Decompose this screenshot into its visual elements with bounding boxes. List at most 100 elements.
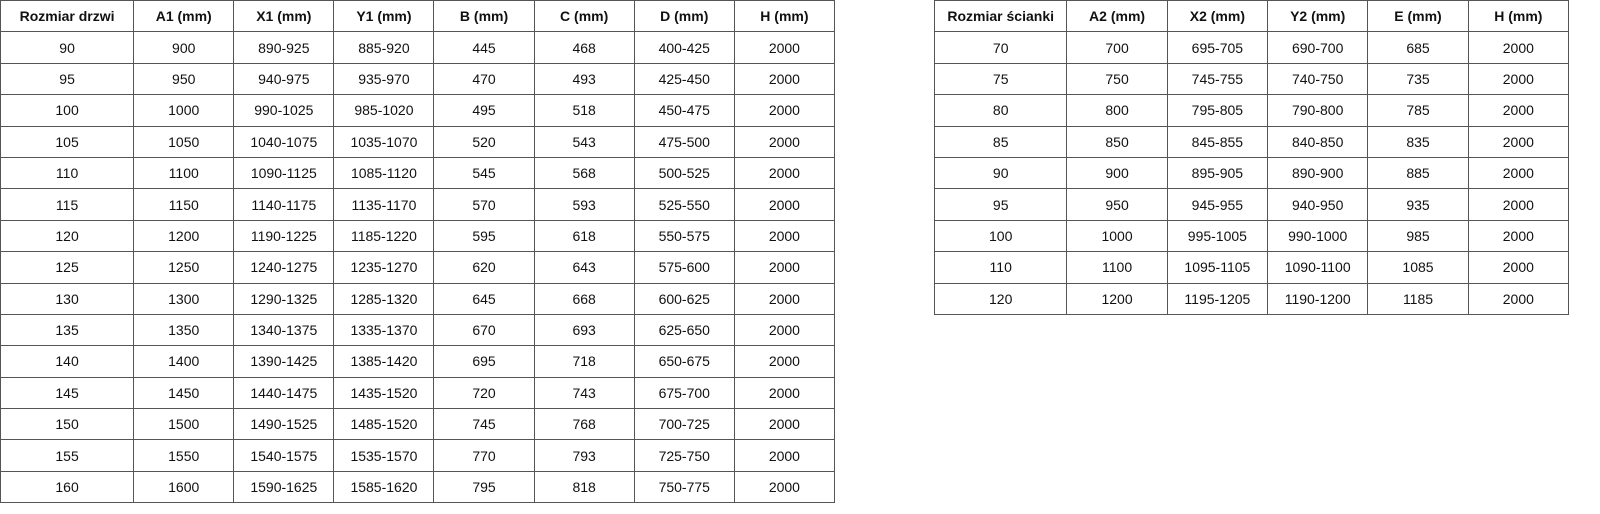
table-cell: 115	[0, 188, 135, 221]
table-cell: 1100	[133, 156, 235, 190]
table-cell: 145	[0, 376, 135, 410]
table-row: 120 1200 1190-1225 1185-1220 595 618 550-575 20…	[0, 219, 836, 253]
table-cell: 700-725	[633, 408, 735, 441]
table-cell: 1235-1270	[333, 251, 435, 284]
table-cell: 1500	[133, 408, 235, 441]
table-cell: 2000	[1467, 125, 1570, 158]
column-header: C (mm)	[533, 0, 635, 33]
table-cell: 745	[433, 408, 535, 441]
table-row: 95 950 940-975 935-970 470 493 425-450 2000	[0, 62, 836, 96]
table-cell: 1000	[1066, 219, 1168, 253]
table-cell: 445	[433, 31, 535, 64]
table-cell: 120	[0, 219, 135, 253]
table-cell: 2000	[1467, 251, 1570, 284]
column-header: Y1 (mm)	[333, 0, 435, 33]
table-cell: 425-450	[633, 62, 735, 96]
table-cell: 1250	[133, 251, 235, 284]
table-cell: 900	[133, 31, 235, 64]
table-row: 115 1150 1140-1175 1135-1170 570 593 525-550 20…	[0, 188, 836, 221]
table-cell: 795	[433, 470, 535, 504]
table-cell: 2000	[1467, 62, 1570, 96]
table-cell: 1140-1175	[233, 188, 335, 221]
table-row: 90 900 895-905 890-900 885 2000	[933, 156, 1570, 190]
table-cell: 2000	[733, 31, 836, 64]
table-cell: 890-925	[233, 31, 335, 64]
table-row: 135 1350 1340-1375 1335-1370 670 693 625-650 20…	[0, 313, 836, 347]
table-cell: 90	[0, 31, 135, 64]
table-cell: 1035-1070	[333, 125, 435, 158]
table-row: 100 1000 995-1005 990-1000 985 2000	[933, 219, 1570, 253]
table-cell: 110	[0, 156, 135, 190]
column-header: H (mm)	[1467, 0, 1570, 33]
table-cell: 600-625	[633, 282, 735, 315]
table-cell: 950	[133, 62, 235, 96]
table-cell: 625-650	[633, 313, 735, 347]
table-cell: 890-900	[1267, 156, 1369, 190]
table-cell: 745-755	[1166, 62, 1269, 96]
table-cell: 1450	[133, 376, 235, 410]
table-cell: 1085	[1367, 251, 1469, 284]
table-row: 95 950 945-955 940-950 935 2000	[933, 188, 1570, 221]
table-cell: 1100	[1066, 251, 1168, 284]
table-cell: 990-1000	[1267, 219, 1369, 253]
table-cell: 500-525	[633, 156, 735, 190]
door-size-table: Rozmiar drzwi A1 (mm) X1 (mm) Y1 (mm) B (mm)…	[0, 0, 836, 504]
column-header: H (mm)	[733, 0, 836, 33]
table-cell: 800	[1066, 94, 1168, 127]
table-cell: 110	[933, 251, 1068, 284]
column-header: Y2 (mm)	[1267, 0, 1369, 33]
table-cell: 85	[933, 125, 1068, 158]
wall-size-table: Rozmiar ścianki A2 (mm) X2 (mm) Y2 (mm) E (m…	[933, 0, 1570, 315]
table-cell: 100	[0, 94, 135, 127]
column-header: A2 (mm)	[1066, 0, 1168, 33]
table-cell: 70	[933, 31, 1068, 64]
table-cell: 618	[533, 219, 635, 253]
table-row: 85 850 845-855 840-850 835 2000	[933, 125, 1570, 158]
table-cell: 935	[1367, 188, 1469, 221]
table-cell: 720	[433, 376, 535, 410]
table-cell: 695-705	[1166, 31, 1269, 64]
table-cell: 2000	[733, 251, 836, 284]
table-cell: 1135-1170	[333, 188, 435, 221]
table-cell: 643	[533, 251, 635, 284]
table-cell: 1300	[133, 282, 235, 315]
table-cell: 1185-1220	[333, 219, 435, 253]
table-cell: 1535-1570	[333, 439, 435, 472]
table-cell: 1095-1105	[1166, 251, 1269, 284]
table-cell: 1550	[133, 439, 235, 472]
column-header: X1 (mm)	[233, 0, 335, 33]
table-cell: 468	[533, 31, 635, 64]
column-header: E (mm)	[1367, 0, 1469, 33]
table-cell: 985-1020	[333, 94, 435, 127]
table-cell: 1290-1325	[233, 282, 335, 315]
table-cell: 2000	[1467, 282, 1570, 315]
table-cell: 2000	[733, 345, 836, 378]
column-header: B (mm)	[433, 0, 535, 33]
table-cell: 2000	[733, 156, 836, 190]
table-cell: 2000	[1467, 31, 1570, 64]
table-cell: 400-425	[633, 31, 735, 64]
table-cell: 795-805	[1166, 94, 1269, 127]
table-cell: 1150	[133, 188, 235, 221]
table-cell: 1385-1420	[333, 345, 435, 378]
table-row: 150 1500 1490-1525 1485-1520 745 768 700-725 20…	[0, 408, 836, 441]
table-cell: 135	[0, 313, 135, 347]
table-row: 100 1000 990-1025 985-1020 495 518 450-475 2000	[0, 94, 836, 127]
table-row: 155 1550 1540-1575 1535-1570 770 793 725-750 20…	[0, 439, 836, 472]
table-cell: 950	[1066, 188, 1168, 221]
table-cell: 2000	[733, 470, 836, 504]
table-cell: 850	[1066, 125, 1168, 158]
table-cell: 740-750	[1267, 62, 1369, 96]
table-cell: 645	[433, 282, 535, 315]
table-cell: 155	[0, 439, 135, 472]
table-cell: 130	[0, 282, 135, 315]
table-cell: 80	[933, 94, 1068, 127]
table-cell: 105	[0, 125, 135, 158]
table-cell: 100	[933, 219, 1068, 253]
table-cell: 985	[1367, 219, 1469, 253]
table-cell: 700	[1066, 31, 1168, 64]
table-row: 130 1300 1290-1325 1285-1320 645 668 600-625 20…	[0, 282, 836, 315]
table-cell: 595	[433, 219, 535, 253]
table-cell: 1435-1520	[333, 376, 435, 410]
table-cell: 768	[533, 408, 635, 441]
